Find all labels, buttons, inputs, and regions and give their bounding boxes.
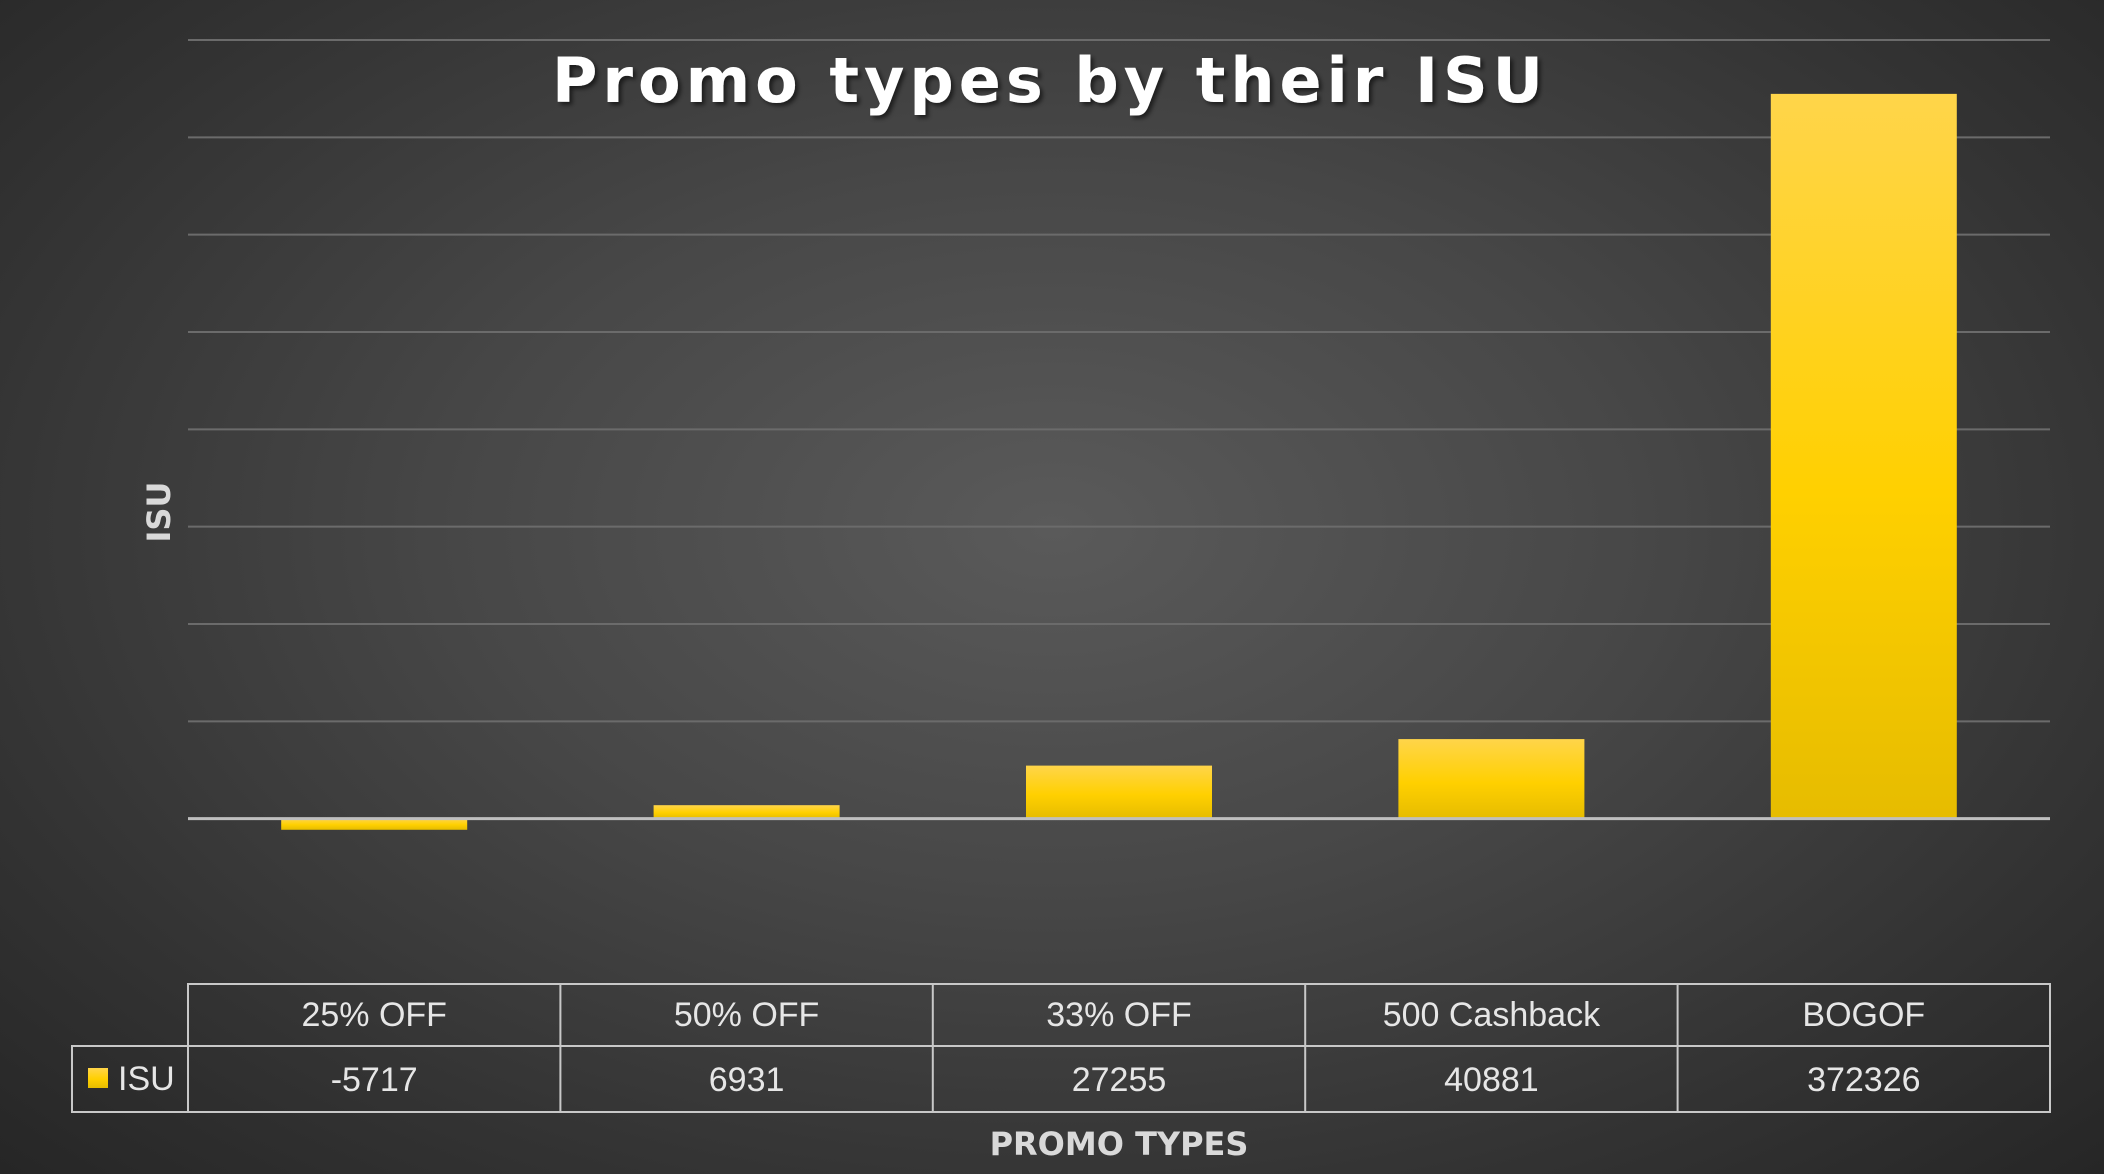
category-label: 500 Cashback [1383,996,1601,1034]
chart-title: Promo types by their ISU [552,44,1548,117]
data-value-label: 6931 [709,1061,785,1099]
data-value-label: 372326 [1807,1061,1920,1099]
legend-swatch [88,1068,108,1088]
y-axis-title: ISU [140,482,178,543]
table-row-border [71,1045,2051,1113]
category-label: 33% OFF [1046,996,1191,1034]
bar [1398,739,1585,819]
legend-label: ISU [118,1060,175,1098]
x-axis-title: PROMO TYPES [990,1125,1249,1163]
data-value-label: 27255 [1072,1061,1167,1099]
bar [1026,765,1212,819]
category-label: 25% OFF [301,996,446,1034]
category-label: BOGOF [1802,996,1925,1034]
bar [281,818,468,830]
bar [1770,93,1957,819]
data-value-label: -5717 [331,1061,418,1099]
category-label: 50% OFF [674,996,819,1034]
bars [281,93,1957,830]
data-value-label: 40881 [1444,1061,1539,1099]
bar [653,805,840,819]
data-table: 25% OFF -5717 50% OFF 6931 33% OFF 27255 500 C… [71,983,2051,1113]
gridlines [188,39,2050,723]
